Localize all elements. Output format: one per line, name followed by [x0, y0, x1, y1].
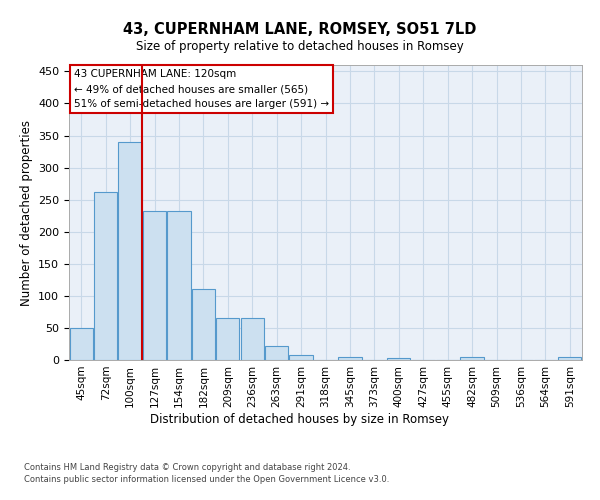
Text: 43 CUPERNHAM LANE: 120sqm
← 49% of detached houses are smaller (565)
51% of semi: 43 CUPERNHAM LANE: 120sqm ← 49% of detac… — [74, 70, 329, 109]
Bar — [216, 318, 239, 360]
Bar — [167, 211, 191, 360]
Text: Contains public sector information licensed under the Open Government Licence v3: Contains public sector information licen… — [24, 475, 389, 484]
Bar — [143, 211, 166, 360]
Bar — [387, 358, 410, 360]
Y-axis label: Number of detached properties: Number of detached properties — [20, 120, 32, 306]
Bar — [558, 358, 581, 360]
Bar — [241, 318, 264, 360]
Bar — [289, 355, 313, 360]
Bar — [118, 142, 142, 360]
Text: Size of property relative to detached houses in Romsey: Size of property relative to detached ho… — [136, 40, 464, 53]
Bar — [192, 290, 215, 360]
Bar — [70, 328, 93, 360]
Text: Distribution of detached houses by size in Romsey: Distribution of detached houses by size … — [151, 412, 449, 426]
Text: Contains HM Land Registry data © Crown copyright and database right 2024.: Contains HM Land Registry data © Crown c… — [24, 462, 350, 471]
Bar — [94, 192, 117, 360]
Bar — [460, 358, 484, 360]
Bar — [265, 346, 288, 360]
Bar — [338, 358, 362, 360]
Text: 43, CUPERNHAM LANE, ROMSEY, SO51 7LD: 43, CUPERNHAM LANE, ROMSEY, SO51 7LD — [124, 22, 476, 38]
